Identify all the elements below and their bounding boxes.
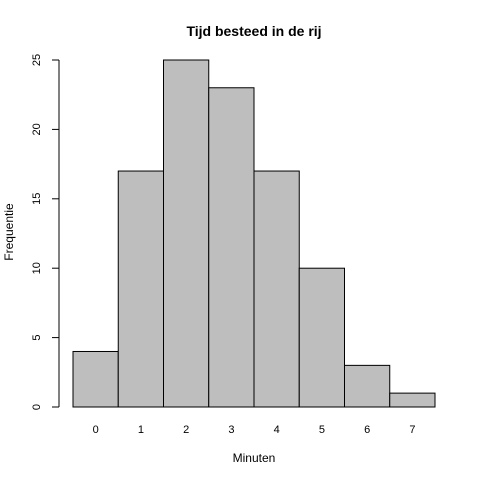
x-tick-label-6: 6 (364, 424, 370, 436)
y-tick-label-15: 15 (31, 193, 43, 205)
bar-4 (253, 170, 300, 408)
y-tick-label-10: 10 (31, 262, 43, 274)
y-tick-label-25: 25 (31, 54, 43, 66)
bar-2 (163, 59, 210, 408)
y-axis-label: Frequentie (2, 203, 16, 261)
x-tick-label-1: 1 (138, 424, 144, 436)
bar-6 (344, 364, 391, 408)
bar-3 (208, 87, 255, 408)
y-axis: 0 5 10 15 20 25 (31, 54, 60, 410)
chart-title: Tijd besteed in de rij (186, 23, 321, 39)
bar-7 (389, 392, 436, 408)
y-tick-label-20: 20 (31, 123, 43, 135)
x-tick-labels: 0 1 2 3 4 5 6 7 (93, 424, 416, 436)
x-axis-label: Minuten (233, 451, 276, 465)
bar-5 (298, 267, 345, 408)
x-tick-label-3: 3 (228, 424, 234, 436)
bars-group (72, 59, 436, 408)
x-tick-label-5: 5 (319, 424, 325, 436)
x-tick-label-2: 2 (183, 424, 189, 436)
bar-1 (117, 170, 164, 408)
x-tick-label-7: 7 (409, 424, 415, 436)
y-tick-label-5: 5 (31, 335, 43, 341)
x-tick-label-0: 0 (93, 424, 99, 436)
x-tick-label-4: 4 (274, 424, 280, 436)
bar-0 (72, 350, 119, 408)
y-tick-label-0: 0 (31, 404, 43, 410)
